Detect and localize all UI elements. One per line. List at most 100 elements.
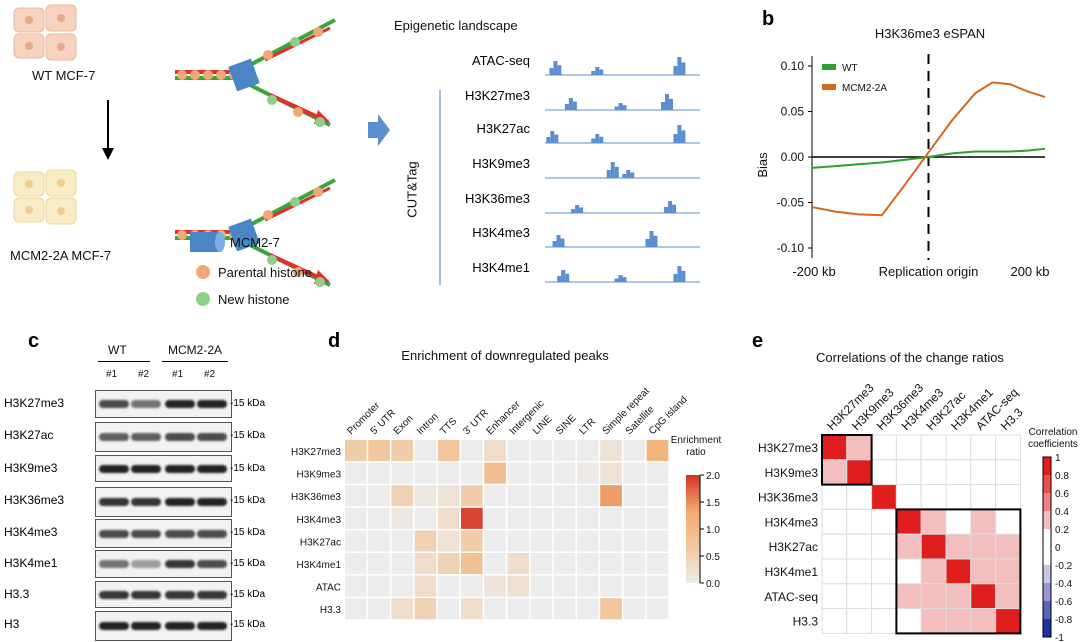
heatmap-cell	[530, 440, 553, 462]
heatmap-cell	[345, 462, 367, 484]
heatmap-cell	[600, 440, 622, 462]
group-label-mcm2-2a: MCM2-2A	[168, 343, 223, 357]
heatmap-cell	[437, 507, 460, 529]
correlation-cell	[970, 459, 997, 486]
correlation-cell	[970, 434, 997, 461]
blot-row-label: H3K4me1	[4, 556, 58, 570]
peak	[649, 231, 654, 247]
correlation-cell	[821, 558, 848, 585]
replication-fork	[175, 178, 336, 287]
wt-cells-image	[13, 4, 77, 61]
peak	[622, 105, 627, 110]
parental-histone	[203, 70, 213, 80]
band	[165, 498, 195, 506]
correlation-cell	[920, 558, 947, 585]
heatmap-cell	[391, 440, 414, 462]
correlation-cell	[846, 508, 873, 535]
band	[197, 560, 227, 568]
colorbar-segment	[1043, 475, 1051, 493]
peak	[645, 239, 650, 247]
heatmap-cell	[461, 530, 483, 552]
colorbar-segment	[1043, 493, 1051, 511]
histone	[290, 197, 300, 207]
series-line-wt	[811, 147, 1046, 169]
marker-label: -15 kDa	[230, 463, 266, 474]
colorbar-title: Correlation coefficients	[1028, 427, 1078, 450]
band	[165, 622, 195, 630]
colorbar-segment	[1043, 529, 1051, 547]
track-h3k27ac	[545, 125, 700, 144]
correlation-cell	[995, 533, 1021, 560]
heatmap-cell	[507, 553, 530, 575]
heatmap-cell	[484, 530, 506, 552]
heatmap-cell	[437, 553, 460, 575]
colorbar-tick-label: 1.0	[706, 525, 720, 536]
peak	[557, 276, 562, 282]
correlation-cell	[846, 608, 873, 634]
peak	[614, 278, 619, 282]
histone	[313, 27, 323, 37]
row-label: ATAC	[316, 583, 341, 594]
heatmap-cell	[391, 598, 414, 620]
peak	[677, 57, 682, 75]
band	[197, 622, 227, 630]
correlation-cell	[920, 459, 947, 486]
parental-histone	[177, 70, 187, 80]
correlation-cell	[945, 533, 972, 560]
down-arrow-icon	[102, 100, 114, 160]
x-tick-label: 200 kb	[1010, 264, 1049, 279]
heatmap-cell	[391, 507, 414, 529]
heatmap-cell	[461, 485, 483, 507]
colorbar-tick-label: 2.0	[706, 471, 720, 482]
heatmap-cell	[577, 530, 599, 552]
correlation-cell	[945, 484, 972, 510]
correlation-cell	[871, 459, 897, 486]
blot-row-h3k4me1	[95, 550, 232, 578]
heatmap-cell	[484, 462, 506, 484]
colorbar-segment	[1043, 619, 1051, 637]
band	[197, 590, 227, 599]
group-underline	[162, 361, 228, 362]
band	[197, 400, 227, 408]
peak	[672, 204, 677, 213]
peak	[571, 209, 576, 213]
heatmap-cell	[461, 507, 483, 529]
heatmap-cell	[623, 530, 646, 552]
lane-label: #1	[172, 369, 184, 380]
heatmap-cell	[414, 507, 437, 529]
column-label: Intron	[415, 411, 441, 437]
correlation-cell	[945, 508, 972, 535]
peak	[552, 241, 557, 247]
correlation-cell	[846, 459, 873, 486]
marker-label: -15 kDa	[230, 558, 266, 569]
heatmap-cell	[391, 530, 414, 552]
correlation-cell	[995, 434, 1021, 461]
correlation-cell	[821, 484, 848, 510]
heatmap-cell	[646, 530, 669, 552]
track-h3k9me3	[545, 162, 700, 179]
band	[165, 529, 195, 538]
heatmap-cell	[577, 575, 599, 597]
colorbar-tick-label: 0.4	[1055, 507, 1069, 518]
correlation-cell	[895, 608, 922, 634]
blot-row-h3k27me3	[95, 390, 232, 418]
band	[165, 400, 195, 408]
y-tick-label: 0.00	[781, 150, 805, 164]
correlation-cell	[995, 558, 1021, 585]
peak	[614, 106, 619, 110]
heatmap-cell	[345, 553, 367, 575]
heatmap-cell	[530, 530, 553, 552]
correlation-cell	[945, 434, 972, 461]
histone	[315, 117, 325, 127]
colorbar-tick-label: 0.0	[706, 579, 720, 590]
row-label: H3K9me3	[765, 466, 819, 480]
correlation-cell	[821, 434, 848, 461]
heatmap-cell	[437, 530, 460, 552]
marker-label: -15 kDa	[230, 527, 266, 538]
heatmap-cell	[623, 485, 646, 507]
peak	[618, 103, 623, 110]
heatmap-cell	[414, 485, 437, 507]
parental-histone	[177, 230, 187, 240]
heatmap-cell	[391, 462, 414, 484]
heatmap-cell	[345, 575, 367, 597]
